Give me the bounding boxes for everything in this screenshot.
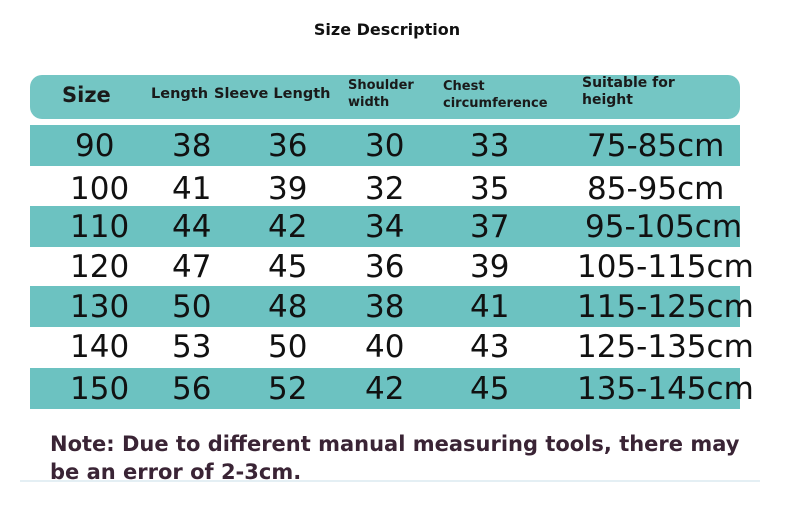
table-cell: 43 [470,329,510,365]
row-stripe [30,206,740,247]
table-cell: 105-115cm [577,249,754,285]
table-cell: 39 [268,171,308,207]
table-cell: 53 [172,329,212,365]
row-stripe [30,368,740,409]
row-stripe [30,125,740,166]
table-cell: 39 [470,249,510,285]
header-cell: Sleeve Length [214,86,331,102]
table-cell: 50 [268,329,308,365]
header-cell: Length [151,86,209,102]
table-cell: 95-105cm [585,209,743,245]
table-cell: 45 [470,371,510,407]
title: Size Description [313,20,461,39]
table-cell: 110 [70,209,130,245]
table-cell: 44 [172,209,212,245]
table-cell: 40 [365,329,405,365]
table-cell: 120 [70,249,130,285]
table-cell: 125-135cm [577,329,754,365]
table-cell: 140 [70,329,130,365]
table-cell: 41 [470,289,510,325]
header-cell: Shoulder width [348,78,414,110]
table-cell: 38 [172,128,212,164]
table-cell: 130 [70,289,130,325]
table-cell: 37 [470,209,510,245]
table-header: Size Length Sleeve Length Shoulder width Che… [30,75,740,119]
table-cell: 33 [470,128,510,164]
table-cell: 135-145cm [577,371,754,407]
table-cell: 36 [268,128,308,164]
divider [20,480,760,482]
table-cell: 42 [268,209,308,245]
table-cell: 85-95cm [587,171,725,207]
table-cell: 75-85cm [587,128,725,164]
note: Note: Due to different manual measuring … [50,432,740,484]
table-cell: 30 [365,128,405,164]
table-cell: 36 [365,249,405,285]
table-cell: 34 [365,209,405,245]
table-cell: 100 [70,171,130,207]
table-cell: 115-125cm [577,289,754,325]
table-cell: 47 [172,249,212,285]
table-cell: 150 [70,371,130,407]
table-cell: 50 [172,289,212,325]
table-cell: 45 [268,249,308,285]
table-cell: 52 [268,371,308,407]
table-cell: 32 [365,171,405,207]
table-cell: 35 [470,171,510,207]
header-cell: Size [62,83,111,107]
row-stripe [30,286,740,327]
table-cell: 42 [365,371,405,407]
table-cell: 41 [172,171,212,207]
header-cell: Suitable for height [582,75,675,108]
header-cell: Chest circumference [443,79,548,111]
table-cell: 48 [268,289,308,325]
table-cell: 38 [365,289,405,325]
table-cell: 90 [75,128,115,164]
table-cell: 56 [172,371,212,407]
